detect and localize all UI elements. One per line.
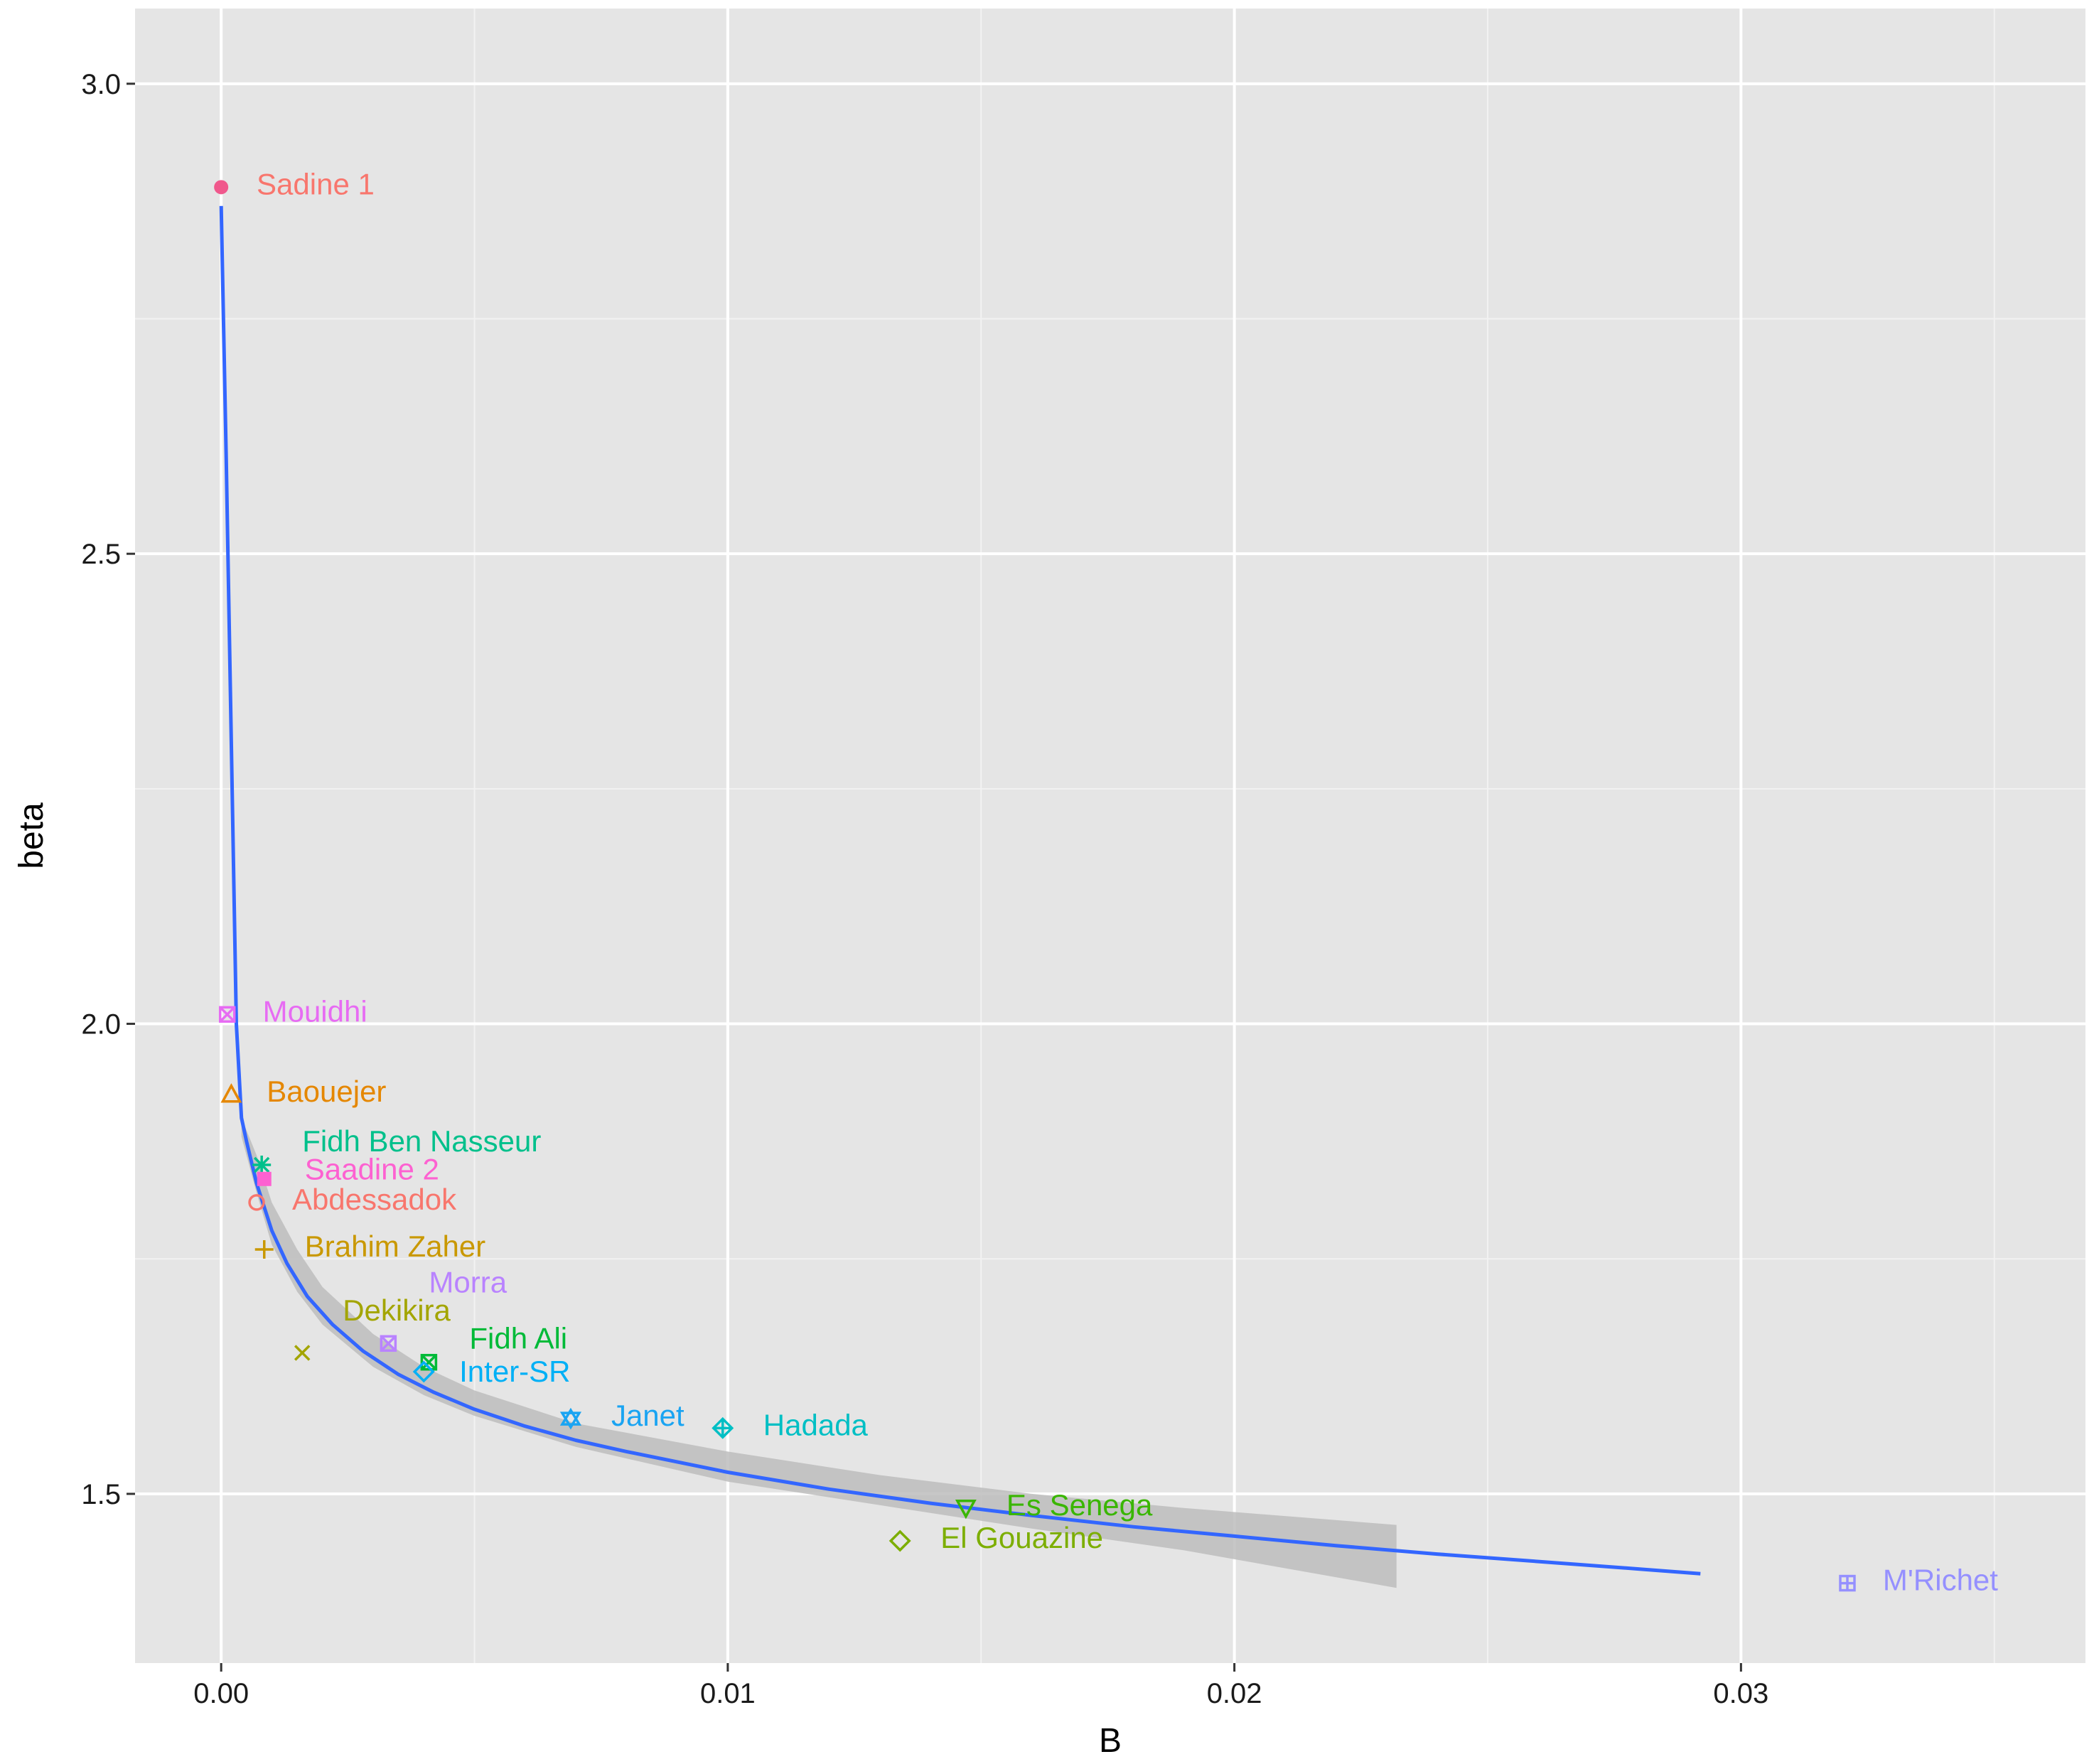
data-point [888,1529,911,1552]
data-point [380,1335,397,1352]
data-point [412,1360,435,1383]
fit-curve [219,205,1701,1576]
data-point [559,1407,582,1430]
point-label: Mouidhi [263,994,367,1028]
x-axis-title: B [1099,1722,1122,1760]
x-tick-label: 0.01 [700,1678,756,1709]
data-point [955,1500,977,1520]
data-point [248,1194,265,1211]
data-points-layer [214,180,1856,1592]
data-point [294,1345,311,1361]
point-label: M'Richet [1883,1564,1998,1597]
y-axis-title: beta [13,802,50,869]
point-label: Hadada [763,1408,869,1441]
y-tick-label: 3.0 [81,69,121,100]
data-point [712,1416,734,1439]
data-point [252,1155,272,1174]
data-point [1839,1574,1856,1592]
point-label: Dekikira [343,1294,451,1327]
y-tick-label: 2.0 [81,1009,121,1040]
y-tick-label: 1.5 [81,1479,121,1510]
point-label: Baouejer [267,1075,386,1108]
fit-curve-layer [219,205,1701,1576]
point-label: Morra [429,1265,507,1298]
point-label: Janet [611,1399,684,1432]
point-label: Fidh Ben Nasseur [302,1124,541,1158]
y-tick-label: 2.5 [81,539,121,570]
data-point [214,180,229,195]
x-tick-label: 0.00 [193,1678,249,1709]
x-tick-label: 0.03 [1713,1678,1768,1709]
data-point [218,1006,236,1023]
point-label: Fidh Ali [469,1322,567,1355]
point-labels-layer: Sadine 1 Mouidhi Baouejer Fidh Ben NasseurS… [257,167,1998,1596]
point-label: Es Senega [1006,1488,1153,1522]
point-label: Brahim Zaher [305,1230,485,1263]
data-point [220,1083,242,1103]
point-label: Abdessadok [292,1183,457,1216]
plot-panel [135,9,2085,1663]
data-point [420,1353,438,1371]
x-tick-label: 0.02 [1207,1678,1262,1709]
data-point [257,1171,272,1186]
data-point [254,1240,274,1259]
point-label: Inter-SR [459,1355,570,1388]
point-label: Sadine 1 [257,167,375,200]
point-label: El Gouazine [940,1521,1103,1554]
axes-layer: 0.00 0.01 0.02 0.03 1.5 2.0 2.5 3.0 [81,69,1768,1709]
point-label: Saadine 2 [305,1153,439,1186]
